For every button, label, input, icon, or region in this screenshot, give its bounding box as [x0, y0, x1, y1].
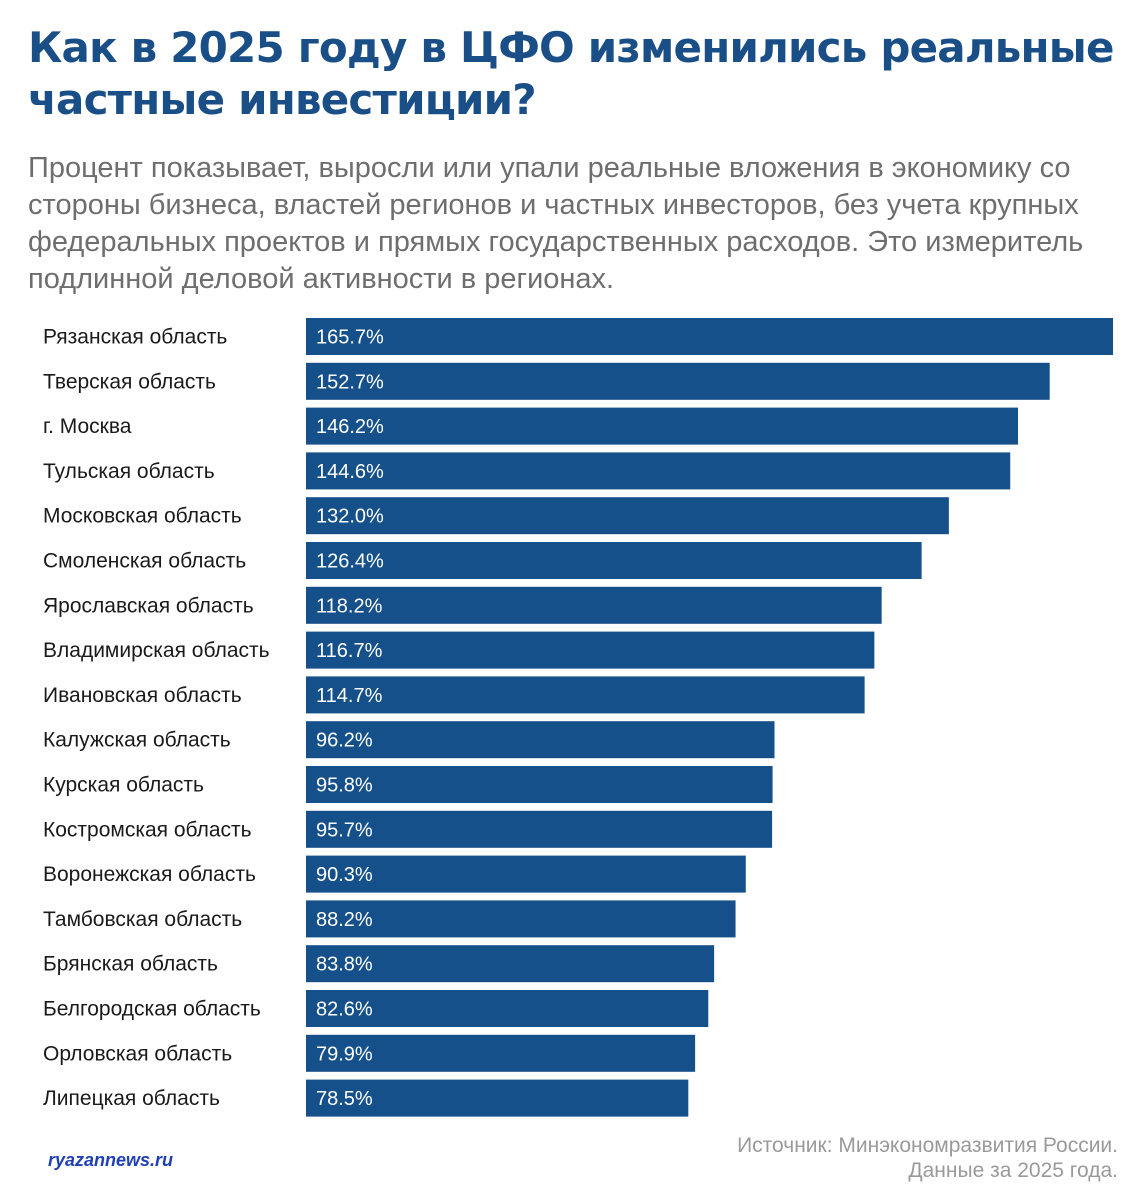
- category-label: Тамбовская область: [43, 908, 242, 931]
- category-label: Владимирская область: [43, 639, 270, 662]
- bar-value-label: 144.6%: [316, 461, 384, 483]
- bar: [306, 497, 949, 535]
- bar: [306, 452, 1011, 490]
- bar-value-label: 126.4%: [316, 551, 384, 573]
- bar: [306, 1079, 689, 1117]
- bar: [306, 990, 709, 1027]
- category-label: Воронежская область: [43, 863, 256, 886]
- category-label: Смоленская область: [43, 550, 246, 573]
- bar: [306, 631, 875, 669]
- category-label: г. Москва: [43, 415, 132, 438]
- category-label: Тверская область: [43, 370, 216, 393]
- bar: [306, 766, 773, 803]
- chart-subtitle: Процент показывает, выросли или упали ре…: [28, 152, 1084, 295]
- category-label: Московская область: [43, 505, 242, 528]
- bar-value-label: 82.6%: [316, 999, 373, 1021]
- category-label: Тульская область: [43, 460, 215, 483]
- bar: [306, 855, 746, 893]
- category-label: Белгородская область: [43, 998, 261, 1021]
- bar-value-label: 146.2%: [316, 416, 384, 438]
- bar: [306, 810, 773, 848]
- bar: [306, 945, 715, 983]
- bar-value-label: 83.8%: [316, 954, 373, 976]
- bar-value-label: 152.7%: [316, 371, 384, 393]
- category-label: Липецкая область: [43, 1087, 220, 1110]
- bar-value-label: 95.8%: [316, 775, 373, 797]
- source-line-1: Источник: Минэкономразвития России.: [737, 1134, 1118, 1157]
- bar-value-label: 95.7%: [316, 819, 373, 841]
- bar: [306, 542, 922, 579]
- bar-value-label: 118.2%: [316, 595, 383, 617]
- bar: [306, 362, 1050, 400]
- category-label: Ярославская область: [43, 594, 254, 617]
- bar-value-label: 114.7%: [316, 685, 383, 707]
- bar-value-label: 96.2%: [316, 730, 373, 752]
- bar-value-label: 165.7%: [316, 327, 384, 349]
- bar-value-label: 88.2%: [316, 909, 373, 931]
- bar-value-label: 79.9%: [316, 1043, 373, 1065]
- source-line-2: Данные за 2025 года.: [908, 1159, 1118, 1182]
- bar: [306, 721, 775, 759]
- bar: [306, 318, 1113, 355]
- bar: [306, 407, 1019, 445]
- bar-value-label: 90.3%: [316, 864, 373, 886]
- category-label: Курская область: [43, 774, 204, 797]
- category-label: Брянская область: [43, 953, 218, 976]
- site-watermark[interactable]: ryazannews.ru: [48, 1150, 174, 1170]
- category-label: Ивановская область: [43, 684, 242, 707]
- category-label: Костромская область: [43, 818, 252, 841]
- category-label: Орловская область: [43, 1042, 232, 1065]
- bar: [306, 676, 865, 714]
- bar: [306, 900, 736, 938]
- bar-value-label: 116.7%: [316, 640, 383, 662]
- bar: [306, 586, 882, 624]
- chart-title: Как в 2025 году в ЦФО изменились реальны…: [28, 23, 1114, 124]
- bar: [306, 1034, 696, 1072]
- bar-value-label: 78.5%: [316, 1088, 373, 1110]
- source-note: Источник: Минэкономразвития России. Данн…: [737, 1133, 1118, 1183]
- bar-value-label: 132.0%: [316, 506, 384, 528]
- category-label: Калужская область: [43, 729, 231, 752]
- category-label: Рязанская область: [43, 326, 227, 349]
